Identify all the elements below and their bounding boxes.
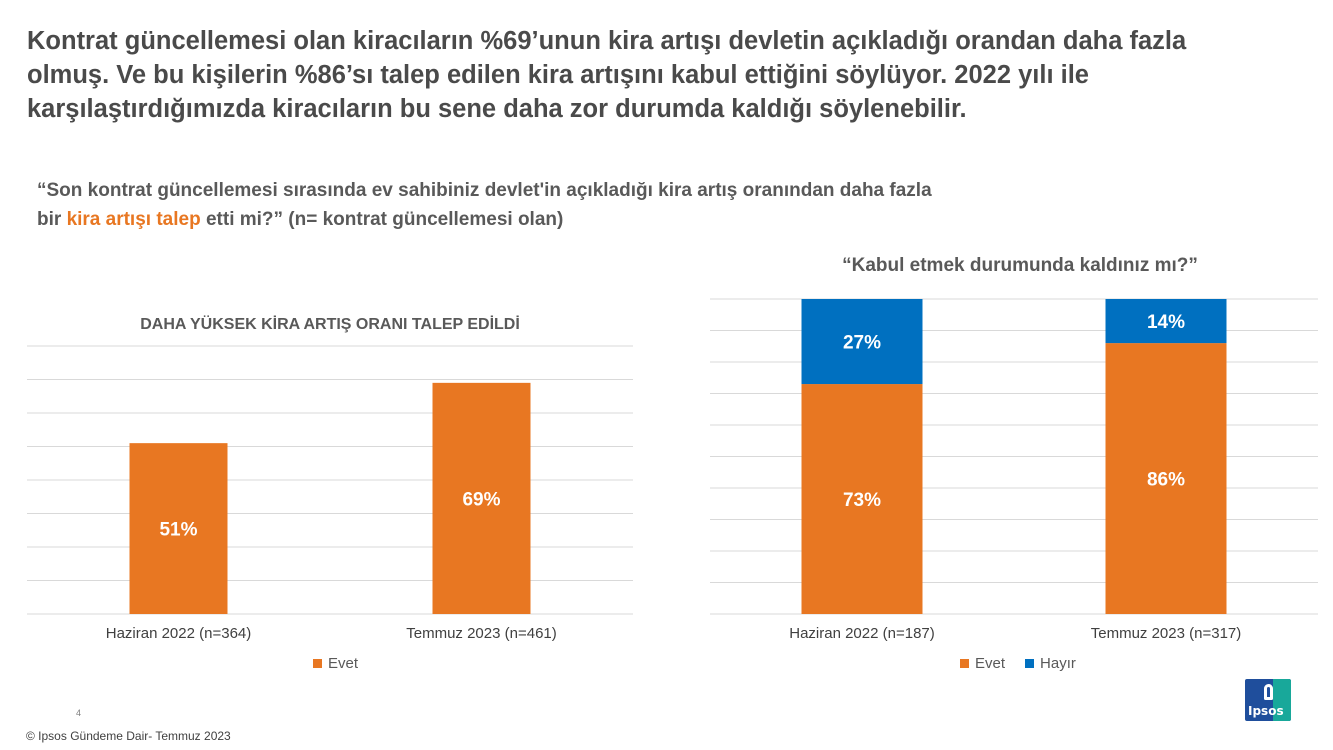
bar-evet: [1105, 343, 1227, 614]
category-label: Haziran 2022 (n=187): [789, 625, 935, 642]
legend-swatch-hayir: [1025, 659, 1035, 668]
left-chart-title: DAHA YÜKSEK KİRA ARTIŞ ORANI TALEP EDİLD…: [140, 316, 520, 333]
bar-hayır: [801, 299, 923, 385]
question-highlight: kira artışı talep: [66, 209, 201, 230]
legend-swatch-evet: [313, 659, 322, 668]
data-label: 86%: [1147, 470, 1185, 491]
legend-label-hayir: Hayır: [1040, 655, 1076, 672]
bar-evet: [432, 382, 531, 614]
category-label: Temmuz 2023 (n=461): [406, 625, 557, 642]
data-label: 14%: [1147, 312, 1185, 333]
left-legend: Evet: [313, 655, 372, 672]
category-label: Haziran 2022 (n=364): [106, 625, 252, 642]
logo-text: Ipsos: [1248, 704, 1284, 718]
bar-evet: [801, 384, 923, 614]
data-label: 51%: [159, 520, 197, 541]
legend-item-hayir: Hayır: [1025, 655, 1076, 672]
right-legend: Evet Hayır: [960, 655, 1090, 672]
legend-swatch-evet: [960, 659, 969, 668]
data-label: 73%: [843, 490, 881, 511]
question-text-1: “Son kontrat güncellemesi sırasında ev s…: [37, 180, 932, 230]
legend-label-evet: Evet: [975, 655, 1006, 672]
bar-hayır: [1105, 299, 1227, 344]
legend-label-evet: Evet: [328, 655, 359, 672]
page-number: 4: [76, 708, 82, 718]
legend-item-evet: Evet: [960, 655, 1005, 672]
category-label: Temmuz 2023 (n=317): [1091, 625, 1242, 642]
ipsos-logo: Ipsos: [1245, 679, 1291, 721]
headline: Kontrat güncellemesi olan kiracıların %6…: [27, 27, 1187, 123]
data-label: 27%: [843, 333, 881, 354]
survey-question: “Son kontrat güncellemesi sırasında ev s…: [37, 176, 937, 234]
bar-evet: [129, 443, 228, 614]
question-text-2: etti mi?” (n= kontrat güncellemesi olan): [200, 209, 564, 230]
data-label: 69%: [462, 489, 500, 510]
legend-item-evet: Evet: [313, 655, 358, 672]
right-stacked-bar-chart: 73% 27% Haziran 2022 (n=187) 86% 14% Temmuz 2…: [710, 298, 1318, 642]
copyright-footer: © Ipsos Gündeme Dair- Temmuz 2023: [26, 729, 231, 743]
left-bar-chart: 51% Haziran 2022 (n=364) 69% Temmuz 2023 (n…: [27, 345, 633, 642]
right-chart-title: “Kabul etmek durumunda kaldınız mı?”: [842, 255, 1198, 276]
